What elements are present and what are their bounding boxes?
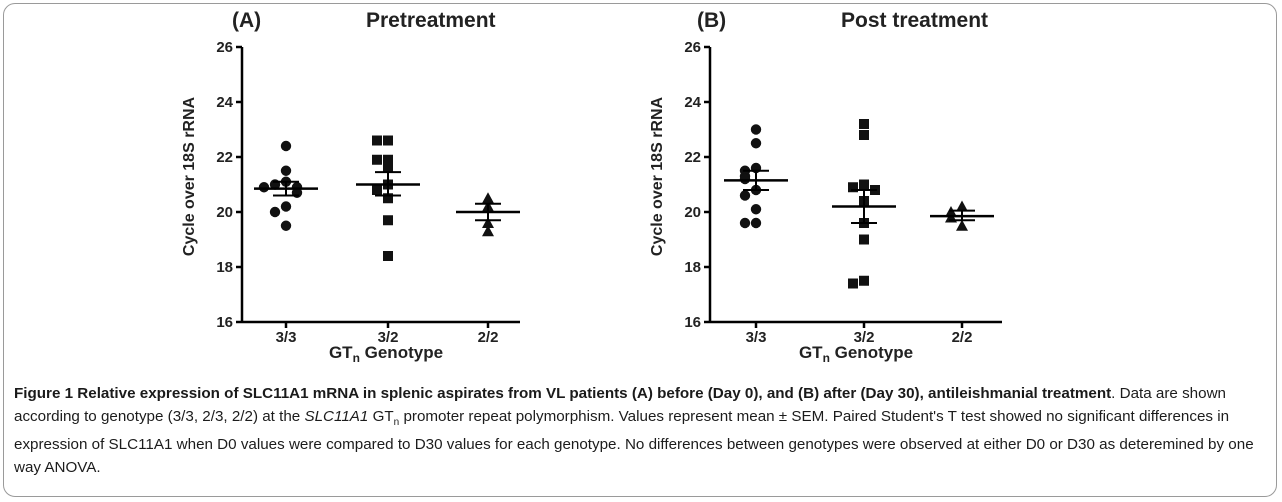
figure-charts: (A) Pretreatment 16 18 20 22 24 26 Cycle over 18… [181,9,1002,365]
y-tick-label: 18 [684,259,701,276]
data-point-triangle [482,217,494,228]
data-point-circle [280,220,292,231]
y-tick-label: 26 [684,39,701,56]
data-point-square [859,119,869,129]
x-tick-label: 2/2 [952,329,973,346]
y-tick-label: 16 [684,314,701,331]
x-axis-label-main: GT [329,343,353,362]
data-point-square [372,135,382,146]
caption-gt: GT [368,407,394,425]
panel-a-chart: (A) Pretreatment 16 18 20 22 24 26 Cycle over 18… [181,9,520,365]
caption-title: Figure 1 Relative expression of SLC11A1 … [14,385,1112,402]
data-point-square [859,275,869,286]
x-axis-label: GTn Genotype [329,343,443,365]
data-point-circle [750,138,762,149]
y-tick-label: 22 [684,149,701,166]
data-point-triangle [482,225,494,237]
x-tick-label: 3/2 [854,329,875,346]
panel-label: (B) [697,9,726,32]
x-tick-label: 3/3 [276,329,297,346]
data-point-triangle [482,192,494,204]
y-tick-label: 20 [684,204,701,221]
y-tick-label: 20 [216,204,233,221]
y-tick-label: 26 [216,39,233,56]
figure-caption: Figure 1 Relative expression of SLC11A1 … [14,383,1268,479]
data-point-circle [739,217,751,229]
data-point-triangle [956,200,968,212]
data-point-square [383,154,393,165]
data-point-square [848,182,858,193]
y-tick-label: 18 [216,259,233,276]
y-axis-label: Cycle over 18S rRNA [649,96,666,256]
data-point-triangle [956,219,968,231]
x-tick-label: 2/2 [478,329,499,346]
data-point-circle [280,165,292,176]
data-point-circle [750,124,762,135]
data-point-square [383,215,393,226]
caption-text-2: promoter repeat polymorphism. Values rep… [14,407,1254,476]
data-point-square [859,179,869,190]
y-tick-label: 24 [684,94,701,111]
x-axis-label-main: GT [799,343,823,362]
x-tick-label: 3/2 [378,329,399,346]
data-point-square [372,185,382,195]
panel-title: Pretreatment [366,9,496,32]
x-axis-label-sub: n [353,351,360,365]
data-point-circle [739,173,751,185]
y-tick-label: 22 [216,149,233,166]
data-point-circle [258,182,270,193]
data-point-square [859,130,869,140]
data-point-circle [280,201,292,212]
y-tick-label: 16 [216,314,233,331]
caption-gt-sub: n [393,416,400,428]
data-point-circle [269,206,281,218]
y-tick-label: 24 [216,94,233,111]
data-point-circle [280,140,292,152]
caption-text-1: . Data are shown according to genotype (… [14,385,1226,425]
data-point-circle [750,217,762,229]
data-point-square [383,251,393,261]
data-point-square [383,163,393,173]
x-axis-label: GTn Genotype [799,343,913,365]
figure-frame [3,3,1277,497]
data-point-square [383,135,393,146]
caption-gene: SLC11A1 [304,407,369,425]
data-point-square [848,278,858,289]
panel-label: (A) [232,9,261,32]
data-point-circle [750,204,762,215]
panel-title: Post treatment [841,9,988,32]
x-axis-label-sub: n [823,351,830,365]
data-point-square [372,154,382,165]
x-tick-label: 3/3 [746,329,767,346]
data-point-circle [739,190,751,201]
data-point-square [383,193,393,204]
x-axis-label-tail: Genotype [830,343,913,362]
x-axis-label-tail: Genotype [360,343,443,362]
data-point-square [859,234,869,245]
y-axis-label: Cycle over 18S rRNA [181,96,198,256]
panel-b-chart: (B) Post treatment 16 18 20 22 24 26 Cycle over … [649,9,1002,365]
